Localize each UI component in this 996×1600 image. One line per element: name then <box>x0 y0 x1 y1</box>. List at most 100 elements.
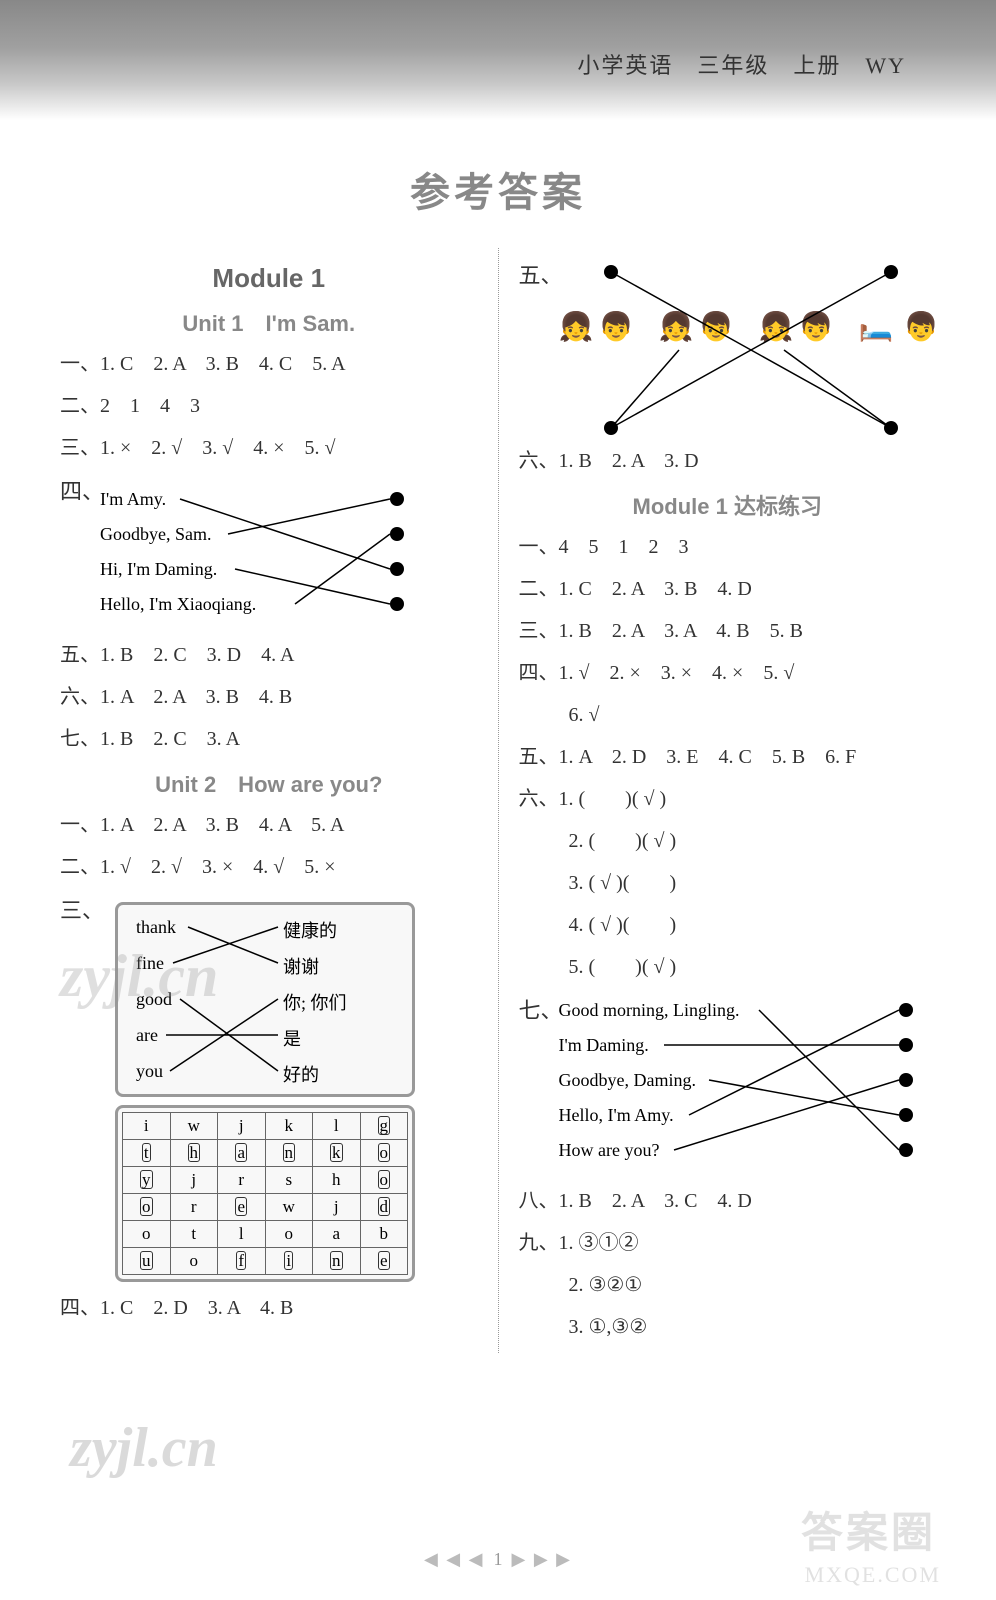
cell: o <box>170 1248 218 1275</box>
header-banner: 小学英语 三年级 上册 WY <box>0 0 996 120</box>
u1-ans6: 六、1. A 2. A 3. B 4. B <box>60 681 478 713</box>
wm-are: are <box>136 1025 158 1046</box>
fig-8: 👦 <box>904 310 939 344</box>
p-ans2: 二、1. C 2. A 3. B 4. D <box>519 573 937 605</box>
match-item-3: Hi, I'm Daming. <box>100 559 217 580</box>
u1-ans5: 五、1. B 2. C 3. D 4. A <box>60 639 478 671</box>
match-item-2: Goodbye, Sam. <box>100 524 212 545</box>
wm-r2: 谢谢 <box>283 953 319 979</box>
p-ans5: 五、1. A 2. D 3. E 4. C 5. B 6. F <box>519 741 937 773</box>
u1-ans7: 七、1. B 2. C 3. A <box>60 723 478 755</box>
m7-dot-4 <box>899 1108 913 1122</box>
cell: d <box>360 1194 408 1221</box>
wm-fine: fine <box>136 953 164 974</box>
cell: s <box>265 1167 313 1194</box>
wm-r4: 是 <box>283 1025 301 1051</box>
letter-grid: iwjklg thanko yjrsho orewjd otloab uofin… <box>115 1105 415 1282</box>
wm-r3: 你; 你们 <box>283 989 347 1015</box>
cell: h <box>313 1167 361 1194</box>
cell: b <box>360 1221 408 1248</box>
match-item-4: Hello, I'm Xiaoqiang. <box>100 594 256 615</box>
fig-7: 🛏️ <box>859 310 894 344</box>
dot-4 <box>390 597 404 611</box>
m7-dot-3 <box>899 1073 913 1087</box>
left-column: Module 1 Unit 1 I'm Sam. 一、1. C 2. A 3. … <box>60 248 498 1353</box>
p-ans4b: 6. √ <box>519 699 937 731</box>
cell: a <box>313 1221 361 1248</box>
p-ans6-3: 3. ( √ )( ) <box>519 867 937 899</box>
content-columns: Module 1 Unit 1 I'm Sam. 一、1. C 2. A 3. … <box>0 248 996 1353</box>
p-ans9-2: 2. ③②① <box>519 1269 937 1301</box>
p-ans4: 四、1. √ 2. × 3. × 4. × 5. √ <box>519 657 937 689</box>
cell: i <box>123 1113 171 1140</box>
cell: l <box>313 1113 361 1140</box>
cell: r <box>218 1167 266 1194</box>
cell: e <box>360 1248 408 1275</box>
cell: o <box>360 1140 408 1167</box>
fig-6: 👦 <box>799 310 834 344</box>
wm-r1: 健康的 <box>283 917 337 943</box>
cell: j <box>170 1167 218 1194</box>
fig-3: 👧 <box>659 310 694 344</box>
cell: e <box>218 1194 266 1221</box>
m7-3: Goodbye, Daming. <box>559 1070 696 1091</box>
p-ans6-5: 5. ( )( √ ) <box>519 951 937 983</box>
u1-ans1: 一、1. C 2. A 3. B 4. C 5. A <box>60 348 478 380</box>
unit2-title: Unit 2 How are you? <box>60 767 478 799</box>
cell: o <box>123 1194 171 1221</box>
m7-dot-1 <box>899 1003 913 1017</box>
bot-dot-1 <box>604 421 618 435</box>
cell: w <box>265 1194 313 1221</box>
wm-thank: thank <box>136 917 176 938</box>
p-ans1: 一、4 5 1 2 3 <box>519 531 937 563</box>
cell: t <box>123 1140 171 1167</box>
match-item-1: I'm Amy. <box>100 489 166 510</box>
u2-ans4: 四、1. C 2. D 3. A 4. B <box>60 1292 478 1324</box>
m7-dot-2 <box>899 1038 913 1052</box>
cell: w <box>170 1113 218 1140</box>
u2-ans1: 一、1. A 2. A 3. B 4. A 5. A <box>60 809 478 841</box>
m7-1: Good morning, Lingling. <box>559 1000 740 1021</box>
dot-1 <box>390 492 404 506</box>
bot-dot-2 <box>884 421 898 435</box>
cell: n <box>265 1140 313 1167</box>
label-three: 三、 <box>60 898 104 923</box>
cell: o <box>360 1167 408 1194</box>
dot-3 <box>390 562 404 576</box>
page-num-value: 1 <box>494 1549 503 1569</box>
fig-2: 👦 <box>599 310 634 344</box>
cell: t <box>170 1221 218 1248</box>
m7-dot-5 <box>899 1143 913 1157</box>
figure-lines <box>549 265 949 435</box>
p-ans3: 三、1. B 2. A 3. A 4. B 5. B <box>519 615 937 647</box>
word-match-box: thank fine good are you 健康的 谢谢 你; 你们 是 好… <box>115 902 415 1097</box>
fig-1: 👧 <box>559 310 594 344</box>
cell: g <box>360 1113 408 1140</box>
p-ans9-3: 3. ①,③② <box>519 1311 937 1343</box>
top-dot-2 <box>884 265 898 279</box>
cell: a <box>218 1140 266 1167</box>
cell: f <box>218 1248 266 1275</box>
page-number: ◀ ◀ ◀ 1 ▶ ▶ ▶ <box>0 1549 996 1570</box>
u2-ans6: 六、1. B 2. A 3. D <box>519 445 937 477</box>
cell: j <box>218 1113 266 1140</box>
p-ans8: 八、1. B 2. A 3. C 4. D <box>519 1185 937 1217</box>
figure-matching: 👧 👦 👧 👦 👧 👦 🛏️ 👦 <box>549 265 937 435</box>
right-column: 五、 👧 👦 👧 👦 👧 👦 🛏️ 👦 六、1. B 2. A 3. D Mod… <box>498 248 937 1353</box>
page-title: 参考答案 <box>0 160 996 218</box>
practice-title: Module 1 达标练习 <box>519 489 937 521</box>
u2-ans2: 二、1. √ 2. √ 3. × 4. √ 5. × <box>60 851 478 883</box>
cell: l <box>218 1221 266 1248</box>
header-text: 小学英语 三年级 上册 WY <box>577 48 906 80</box>
wm-you: you <box>136 1061 163 1082</box>
cell: j <box>313 1194 361 1221</box>
module1-title: Module 1 <box>60 263 478 294</box>
dot-2 <box>390 527 404 541</box>
p-ans6-4: 4. ( √ )( ) <box>519 909 937 941</box>
p-ans6-1: 六、1. ( )( √ ) <box>519 783 937 815</box>
grid-table: iwjklg thanko yjrsho orewjd otloab uofin… <box>122 1112 408 1275</box>
cell: h <box>170 1140 218 1167</box>
cell: k <box>313 1140 361 1167</box>
fig-5: 👧 <box>759 310 794 344</box>
arrow-right-icon: ▶ ▶ ▶ <box>512 1549 573 1569</box>
